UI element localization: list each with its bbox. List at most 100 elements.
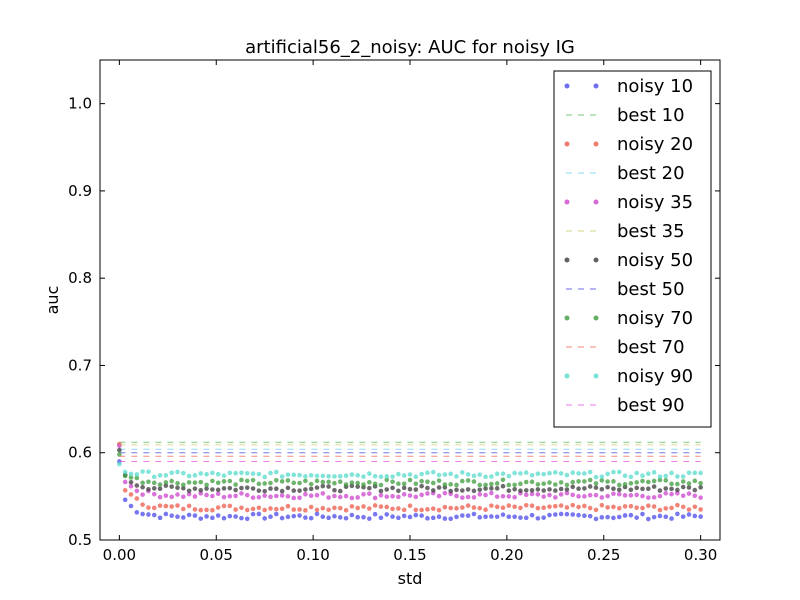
data-point: [198, 507, 204, 513]
data-point: [407, 472, 413, 477]
data-point: [244, 507, 250, 513]
data-point: [274, 477, 279, 483]
data-point: [337, 473, 343, 479]
data-point: [134, 472, 140, 477]
data-point: [436, 478, 442, 483]
data-point: [529, 491, 535, 497]
data-point: [512, 514, 517, 520]
data-point: [175, 503, 180, 508]
data-point: [547, 480, 552, 485]
data-point: [430, 488, 436, 493]
data-point: [419, 513, 424, 518]
y-tick-label: 0.9: [68, 182, 92, 200]
data-point: [680, 479, 686, 484]
y-tick-label: 0.5: [68, 531, 92, 549]
data-point: [268, 506, 273, 511]
data-point: [489, 481, 494, 487]
data-point: [151, 512, 157, 518]
data-point: [558, 511, 564, 517]
data-point: [605, 484, 610, 490]
data-point: [500, 505, 506, 511]
data-point: [355, 484, 360, 489]
data-point: [396, 494, 401, 500]
data-point: [448, 505, 453, 511]
y-tick-label: 0.6: [68, 444, 92, 462]
data-point: [146, 512, 151, 517]
data-point: [628, 512, 634, 518]
data-point: [140, 492, 145, 497]
data-point: [663, 486, 669, 491]
data-point: [628, 474, 634, 480]
data-point: [535, 516, 541, 521]
data-point: [215, 505, 221, 510]
data-point: [157, 515, 163, 521]
data-point: [489, 503, 494, 508]
data-point: [599, 474, 605, 479]
data-point: [622, 493, 628, 498]
data-point: [436, 507, 442, 513]
data-point: [454, 493, 459, 499]
data-point: [198, 471, 204, 476]
data-point: [181, 506, 186, 512]
data-point: [535, 505, 541, 511]
data-point: [262, 488, 267, 494]
data-point: [686, 485, 692, 490]
data-point: [128, 503, 134, 509]
data-point: [616, 514, 622, 520]
data-point: [506, 494, 512, 499]
data-point: [314, 492, 320, 498]
data-point: [698, 485, 703, 490]
legend-label-best-20: best 20: [617, 163, 685, 184]
data-point: [117, 447, 122, 453]
data-point: [117, 443, 122, 449]
data-point: [320, 505, 326, 511]
data-point: [210, 487, 215, 492]
data-point: [332, 505, 337, 511]
data-point: [151, 486, 157, 491]
data-point: [134, 483, 140, 488]
data-point: [291, 472, 297, 478]
data-point: [192, 486, 198, 491]
data-point: [698, 507, 703, 512]
data-point: [117, 461, 122, 467]
data-point: [686, 481, 692, 486]
data-point: [401, 507, 407, 513]
data-point: [268, 494, 273, 500]
data-point: [669, 470, 674, 476]
data-point: [361, 504, 366, 509]
data-point: [169, 494, 174, 500]
data-point: [297, 488, 302, 493]
data-point: [175, 480, 180, 486]
data-point: [134, 510, 140, 515]
data-point: [303, 515, 308, 520]
data-point: [372, 481, 378, 487]
data-point: [151, 505, 157, 511]
data-point: [628, 503, 634, 509]
data-point: [192, 473, 198, 478]
data-point: [477, 472, 483, 477]
data-point: [204, 514, 209, 519]
data-point: [622, 473, 628, 479]
data-point: [582, 503, 587, 509]
data-point: [233, 507, 238, 512]
data-point: [256, 488, 262, 493]
data-point: [454, 474, 459, 479]
series-noisy-20: [117, 441, 703, 513]
data-point: [535, 487, 541, 492]
data-point: [256, 481, 262, 487]
data-point: [634, 485, 639, 491]
data-point: [291, 507, 297, 512]
data-point: [122, 488, 128, 493]
data-point: [372, 495, 378, 501]
data-point: [535, 492, 541, 497]
data-point: [634, 470, 639, 476]
data-point: [605, 479, 610, 484]
data-point: [465, 487, 471, 492]
data-point: [320, 479, 326, 485]
data-point: [483, 507, 488, 512]
data-point: [669, 491, 674, 497]
data-point: [279, 488, 285, 494]
data-point: [564, 472, 570, 478]
data-point: [175, 485, 180, 491]
data-point: [599, 486, 605, 492]
